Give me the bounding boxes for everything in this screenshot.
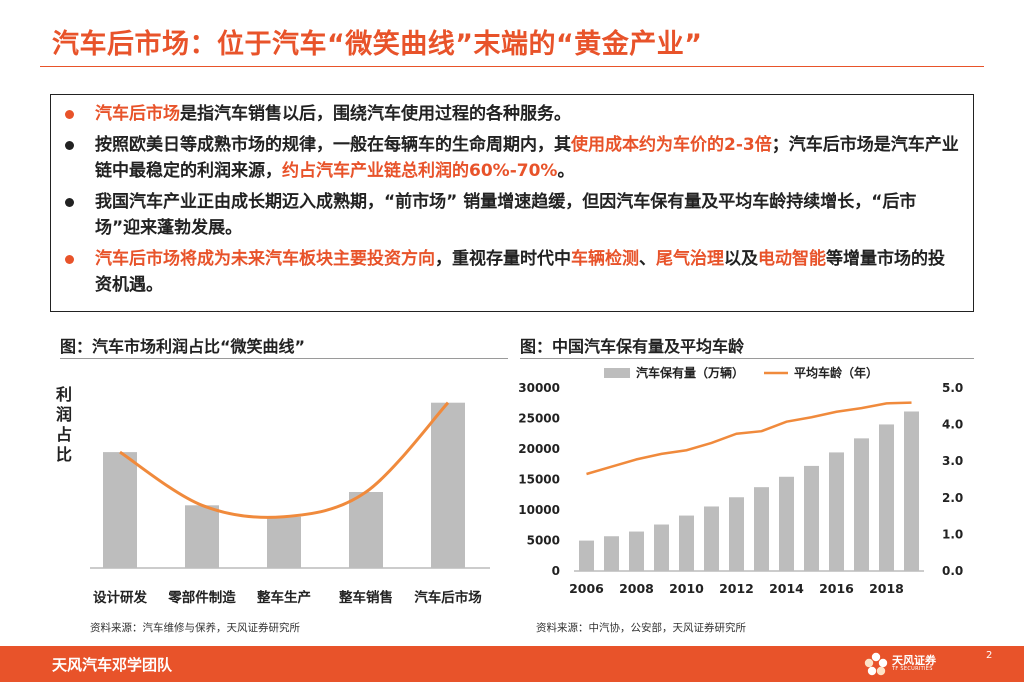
y-right-tick-label: 1.0 xyxy=(942,527,963,541)
fleet-bar xyxy=(779,476,794,571)
y-left-tick-label: 5000 xyxy=(527,534,560,548)
fleet-bar xyxy=(654,524,669,571)
y-right-tick-label: 3.0 xyxy=(942,454,963,468)
x-tick-label: 2014 xyxy=(769,581,804,596)
bullet-text: 以及 xyxy=(724,248,758,269)
vehicle-fleet-chart: 汽车保有量（万辆） 平均车龄（年） 0 5000 10000 15000 20000 2500… xyxy=(518,365,963,596)
fleet-bar xyxy=(679,515,694,571)
bullet-dot-icon xyxy=(65,197,74,207)
bullet-text: 我国汽车产业正由成长期迈入成熟期，“前市场” 销量增速趋缓，但因汽车保有量及平均… xyxy=(95,191,917,239)
y-axis-label: 利 xyxy=(56,385,72,404)
bullet-item: 我国汽车产业正由成长期迈入成熟期，“前市场” 销量增速趋缓，但因汽车保有量及平均… xyxy=(65,189,961,242)
legend-bar-label: 汽车保有量（万辆） xyxy=(636,365,744,380)
category-label: 汽车后市场 xyxy=(414,589,482,606)
bullet-text: 。 xyxy=(557,161,575,181)
fleet-bar xyxy=(604,536,619,571)
y-left-tick-label: 20000 xyxy=(518,442,560,456)
fleet-bar xyxy=(754,487,769,571)
title-divider xyxy=(40,66,984,67)
y-right-tick-label: 0.0 xyxy=(942,564,963,578)
logo-text-cn: 天风证券 xyxy=(892,654,936,667)
highlight-text: 汽车后市场 xyxy=(95,104,180,124)
y-axis-label: 润 xyxy=(56,405,72,424)
right-figure-rule xyxy=(520,358,974,359)
y-right-tick-label: 4.0 xyxy=(942,418,963,432)
y-left-tick-label: 25000 xyxy=(518,412,560,426)
bullet-item: 汽车后市场是指汽车销售以后，围绕汽车使用过程的各种服务。 xyxy=(65,101,961,128)
left-figure-title: 图：汽车市场利润占比“微笑曲线” xyxy=(60,337,306,356)
profit-bar xyxy=(349,492,383,568)
company-logo: 天风证券 TF SECURITIES xyxy=(862,648,942,680)
page-title: 汽车后市场：位于汽车“微笑曲线”末端的“黄金产业” xyxy=(52,29,703,60)
y-right-tick-label: 5.0 xyxy=(942,381,963,395)
highlight-text: 电动智能 xyxy=(758,248,826,269)
page-number: 2 xyxy=(986,650,993,661)
footer-team-name: 天风汽车邓学团队 xyxy=(52,656,173,674)
highlight-text: 使用成本约为车价的2-3倍 xyxy=(571,134,772,155)
footer-bar: 天风汽车邓学团队 天风证券 TF SECURITIES 2 xyxy=(0,646,1024,682)
fleet-bar xyxy=(629,531,644,571)
vehicle-age-line xyxy=(586,401,912,476)
category-label: 整车生产 xyxy=(257,589,311,606)
summary-box: 汽车后市场是指汽车销售以后，围绕汽车使用过程的各种服务。按照欧美日等成熟市场的规… xyxy=(50,94,974,312)
category-label: 整车销售 xyxy=(339,589,393,606)
bullet-dot-icon xyxy=(65,110,74,119)
category-label: 设计研发 xyxy=(93,589,147,606)
right-figure-title: 图：中国汽车保有量及平均车龄 xyxy=(520,337,745,356)
right-figure-source: 资料来源：中汽协，公安部，天风证券研究所 xyxy=(536,622,746,634)
fleet-bar xyxy=(829,452,844,571)
bullet-item: 汽车后市场将成为未来汽车板块主要投资方向，重视存量时代中车辆检测、尾气治理以及电… xyxy=(65,246,961,299)
x-tick-label: 2008 xyxy=(619,581,654,596)
bullet-dot-icon xyxy=(65,254,74,264)
bullet-text: ；汽车后市场是汽车产业链中最稳定的利润来源， xyxy=(95,134,959,182)
bullet-text: 、 xyxy=(639,248,656,269)
fleet-bar xyxy=(804,465,819,571)
x-tick-label: 2006 xyxy=(569,581,604,596)
y-axis-label: 比 xyxy=(56,445,72,464)
y-axis-label: 占 xyxy=(56,425,72,444)
fleet-bar xyxy=(729,497,744,571)
legend-bar-swatch xyxy=(604,368,630,378)
y-left-tick-label: 30000 xyxy=(518,381,560,395)
fleet-bar xyxy=(704,506,719,571)
profit-bar xyxy=(267,516,301,568)
bullet-text: 等增量市场的投资机遇。 xyxy=(95,248,945,296)
logo-text-en: TF SECURITIES xyxy=(892,666,933,672)
bullet-dot-icon xyxy=(65,140,74,150)
fleet-bar xyxy=(854,438,869,571)
fleet-bar xyxy=(879,424,894,571)
bullet-text: 是指汽车销售以后，围绕汽车使用过程的各种服务。 xyxy=(180,104,571,124)
bullet-text: ，重视存量时代中 xyxy=(435,248,571,269)
profit-bar xyxy=(185,505,219,568)
profit-bar xyxy=(103,452,137,568)
fleet-bar xyxy=(904,411,919,571)
smile-curve-line xyxy=(119,401,450,519)
y-left-tick-label: 0 xyxy=(552,564,560,578)
fleet-bar xyxy=(579,540,594,571)
y-left-tick-label: 15000 xyxy=(518,473,560,487)
highlight-text: 车辆检测 xyxy=(571,248,639,269)
highlight-text: 尾气治理 xyxy=(656,248,724,269)
highlight-text: 约占汽车产业链总利润的60%-70% xyxy=(282,161,558,181)
x-tick-label: 2016 xyxy=(819,581,854,596)
left-figure-rule xyxy=(60,358,508,359)
x-tick-label: 2018 xyxy=(869,581,904,596)
x-tick-label: 2012 xyxy=(719,581,754,596)
flower-logo-icon xyxy=(864,652,888,676)
bullet-item: 按照欧美日等成熟市场的规律，一般在每辆车的生命周期内，其使用成本约为车价的2-3… xyxy=(65,132,961,185)
bullet-text: 按照欧美日等成熟市场的规律，一般在每辆车的生命周期内，其 xyxy=(95,134,571,155)
highlight-text: 汽车后市场将成为未来汽车板块主要投资方向 xyxy=(95,248,435,269)
legend-line-label: 平均车龄（年） xyxy=(794,365,878,380)
profit-bar xyxy=(431,402,465,568)
y-right-tick-label: 2.0 xyxy=(942,491,963,505)
category-label: 零部件制造 xyxy=(167,589,236,606)
x-tick-label: 2010 xyxy=(669,581,704,596)
y-left-tick-label: 10000 xyxy=(518,503,560,517)
left-figure-source: 资料来源：汽车维修与保养，天风证券研究所 xyxy=(90,622,300,634)
